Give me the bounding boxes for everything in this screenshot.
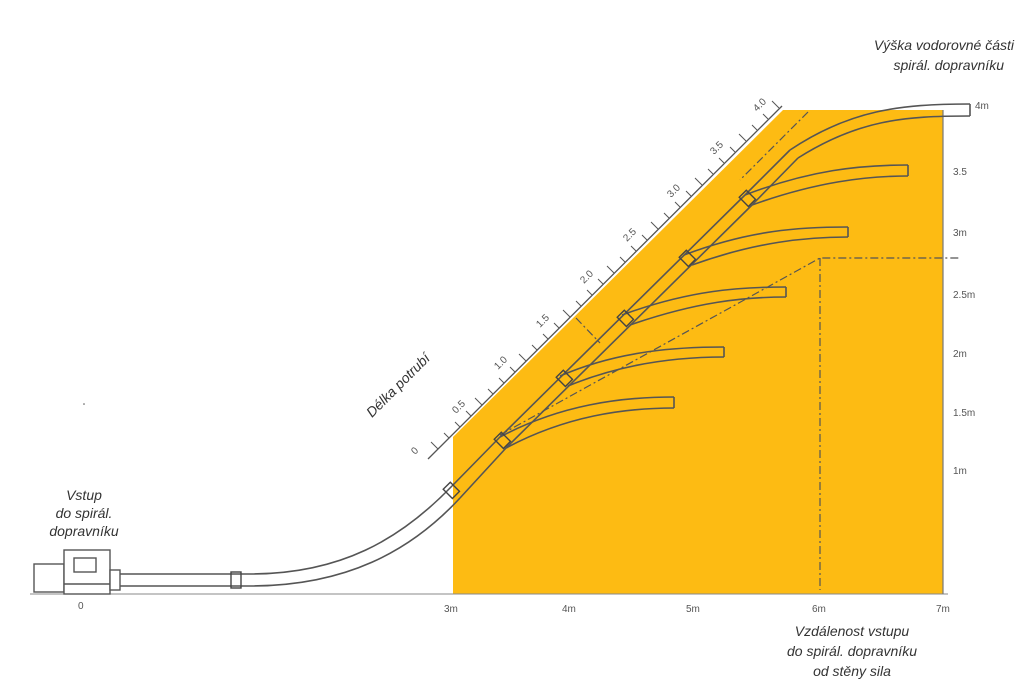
inlet-label-line1: Vstup <box>66 487 102 503</box>
motor-unit <box>33 549 121 595</box>
main-curve-pipe <box>249 436 507 587</box>
y-tick-1m: 1m <box>953 466 967 477</box>
distance-label-line3: od stěny sila <box>813 663 891 679</box>
y-tick-2m: 2m <box>953 349 967 360</box>
scale-label-05: 0.5 <box>450 398 468 416</box>
y-tick-2-5m: 2.5m <box>953 290 975 301</box>
stray-dot <box>83 403 85 405</box>
pipe-length-label: Délka potrubí <box>363 348 435 420</box>
x-tick-6m: 6m <box>812 604 826 615</box>
x-tick-4m: 4m <box>562 604 576 615</box>
scale-label-40: 4.0 <box>751 96 769 114</box>
y-tick-1-5m: 1.5m <box>953 408 975 419</box>
silo-area <box>453 110 943 594</box>
x-tick-5m: 5m <box>686 604 700 615</box>
pipe-length-scale-ticks <box>430 100 780 450</box>
pipe-length-scale <box>427 105 783 460</box>
y-tick-3m: 3m <box>953 228 967 239</box>
scale-label-20: 2.0 <box>578 268 596 286</box>
outlet-pipes <box>499 103 971 449</box>
horizontal-pipe <box>118 573 250 587</box>
pipe-couplings <box>230 189 757 589</box>
inlet-label-line3: dopravníku <box>49 523 118 539</box>
guide-lines <box>499 111 960 590</box>
scale-label-30: 3.0 <box>665 182 683 200</box>
distance-label-line2: do spirál. dopravníku <box>787 643 917 659</box>
scale-label-0: 0 <box>409 445 421 457</box>
x-tick-origin: 0 <box>78 601 84 612</box>
scale-label-15: 1.5 <box>534 312 552 330</box>
scale-label-25: 2.5 <box>621 226 639 244</box>
scale-label-35: 3.5 <box>708 139 726 157</box>
y-tick-3-5: 3.5 <box>953 167 967 178</box>
inlet-label-line2: do spirál. <box>56 505 113 521</box>
scale-label-10: 1.0 <box>492 354 510 372</box>
x-tick-7m: 7m <box>936 604 950 615</box>
y-tick-4m: 4m <box>975 101 989 112</box>
top-label-line2: spirál. dopravníku <box>893 57 1004 73</box>
top-label-line1: Výška vodorovné části <box>874 37 1015 53</box>
x-tick-3m: 3m <box>444 604 458 615</box>
distance-label-line1: Vzdálenost vstupu <box>795 623 910 639</box>
